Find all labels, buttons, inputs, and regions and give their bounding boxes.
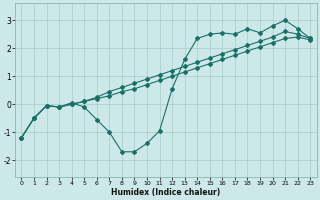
X-axis label: Humidex (Indice chaleur): Humidex (Indice chaleur) (111, 188, 220, 197)
